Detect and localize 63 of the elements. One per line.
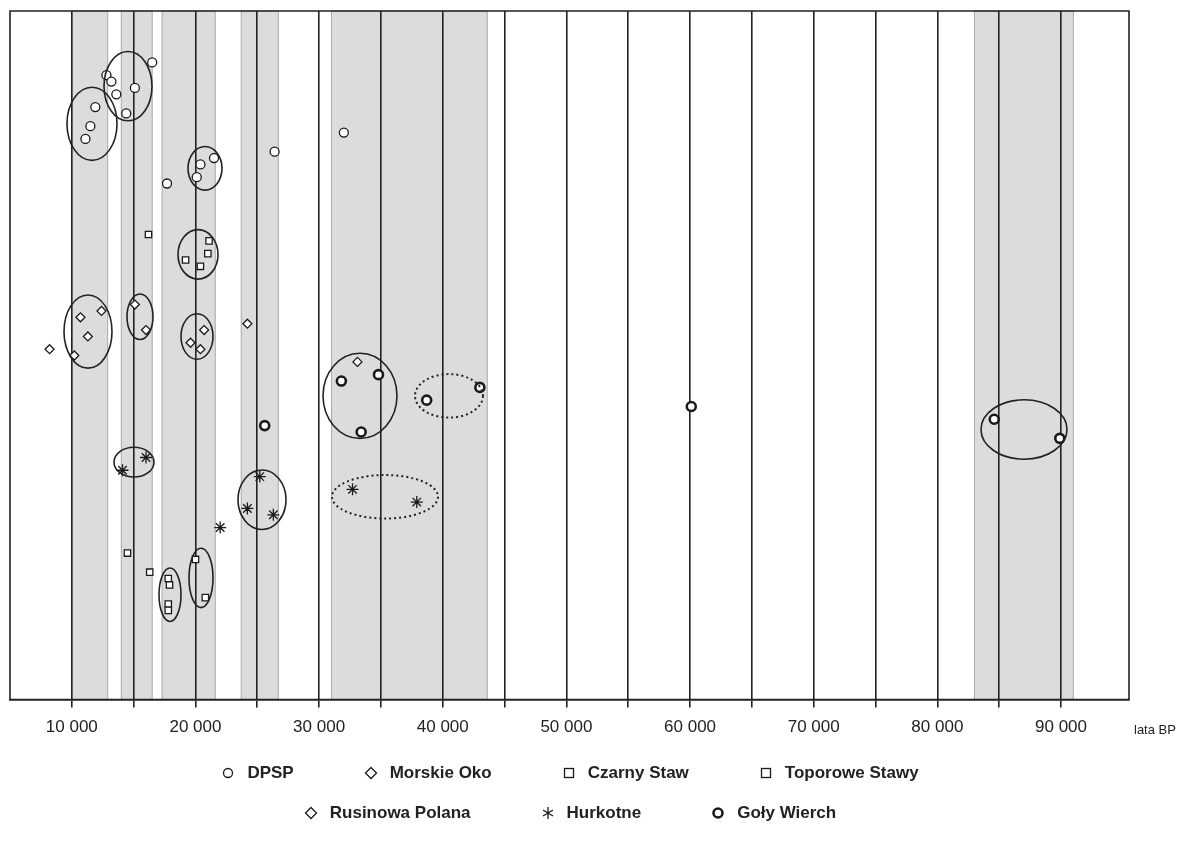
point — [1053, 432, 1066, 445]
point — [191, 171, 202, 183]
point — [181, 256, 190, 264]
x-axis-title: lata BP — [1134, 722, 1176, 738]
point — [355, 426, 367, 438]
point — [198, 324, 210, 336]
point — [410, 495, 424, 509]
legend-label: Czarny Staw — [587, 763, 689, 783]
point — [80, 133, 91, 145]
x-tick-label: 30 000 — [293, 717, 346, 737]
point — [195, 159, 206, 170]
point — [75, 312, 86, 323]
legend-label: Goły Wierch — [737, 803, 837, 823]
point — [161, 178, 173, 189]
x-tick-label: 70 000 — [787, 717, 840, 737]
point — [69, 350, 80, 361]
x-tick-label: 10 000 — [45, 717, 98, 737]
point — [253, 469, 267, 484]
point — [85, 121, 96, 132]
point — [147, 57, 158, 68]
point — [242, 318, 253, 329]
point — [685, 400, 698, 413]
point — [988, 413, 1001, 426]
point — [123, 549, 132, 557]
legend-label: Toporowe Stawy — [784, 763, 919, 783]
point — [352, 356, 363, 368]
point — [208, 152, 220, 164]
point — [139, 450, 153, 465]
point — [213, 520, 227, 535]
point — [129, 82, 141, 94]
legend-label: DPSP — [247, 763, 294, 783]
point — [338, 127, 349, 138]
point — [258, 419, 271, 432]
legend-label: Hurkotne — [566, 803, 642, 823]
x-tick-label: 90 000 — [1034, 717, 1087, 737]
x-tick-label: 20 000 — [169, 717, 222, 737]
point — [82, 331, 94, 342]
point — [372, 368, 385, 381]
point — [145, 568, 154, 576]
point — [269, 146, 280, 157]
point — [140, 324, 152, 336]
legend-label: Rusinowa Polana — [329, 803, 471, 823]
point — [115, 463, 130, 477]
point — [165, 581, 174, 589]
point — [195, 344, 206, 355]
x-tick-label: 60 000 — [664, 717, 717, 737]
point — [335, 375, 348, 387]
point — [164, 600, 173, 608]
point — [345, 482, 360, 496]
point — [205, 237, 213, 245]
point — [266, 508, 281, 522]
point — [129, 299, 141, 310]
legend-label: Morskie Oko — [389, 763, 492, 783]
point — [164, 606, 173, 615]
x-tick-label: 50 000 — [540, 717, 593, 737]
point — [185, 337, 196, 348]
point — [240, 501, 255, 516]
point — [121, 108, 132, 119]
point — [420, 394, 433, 406]
x-tick-label: 80 000 — [911, 717, 964, 737]
point — [90, 101, 101, 113]
point — [204, 249, 212, 258]
x-tick-label: 40 000 — [416, 717, 469, 737]
